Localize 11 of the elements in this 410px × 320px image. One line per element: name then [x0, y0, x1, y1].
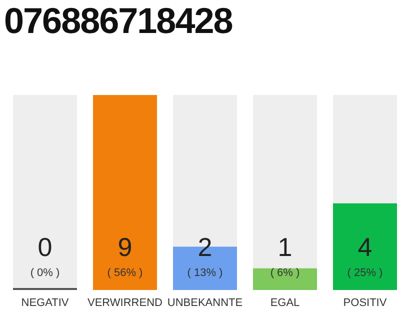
- bar: [253, 268, 317, 290]
- chart-title: 076886718428: [4, 0, 232, 42]
- data-label: 1 ( 6% ): [270, 232, 300, 279]
- x-tick-label: UNBEKANNTE: [167, 296, 243, 309]
- data-label: 0 ( 0% ): [30, 232, 60, 279]
- x-tick-label: NEGATIV: [21, 296, 70, 309]
- data-label: 9 ( 56% ): [107, 232, 143, 279]
- x-tick-label: VERWIRREND: [88, 296, 163, 309]
- x-tick-label: POSITIV: [343, 296, 388, 309]
- data-label: 4 ( 25% ): [347, 232, 383, 279]
- x-tick-label: EGAL: [270, 296, 300, 309]
